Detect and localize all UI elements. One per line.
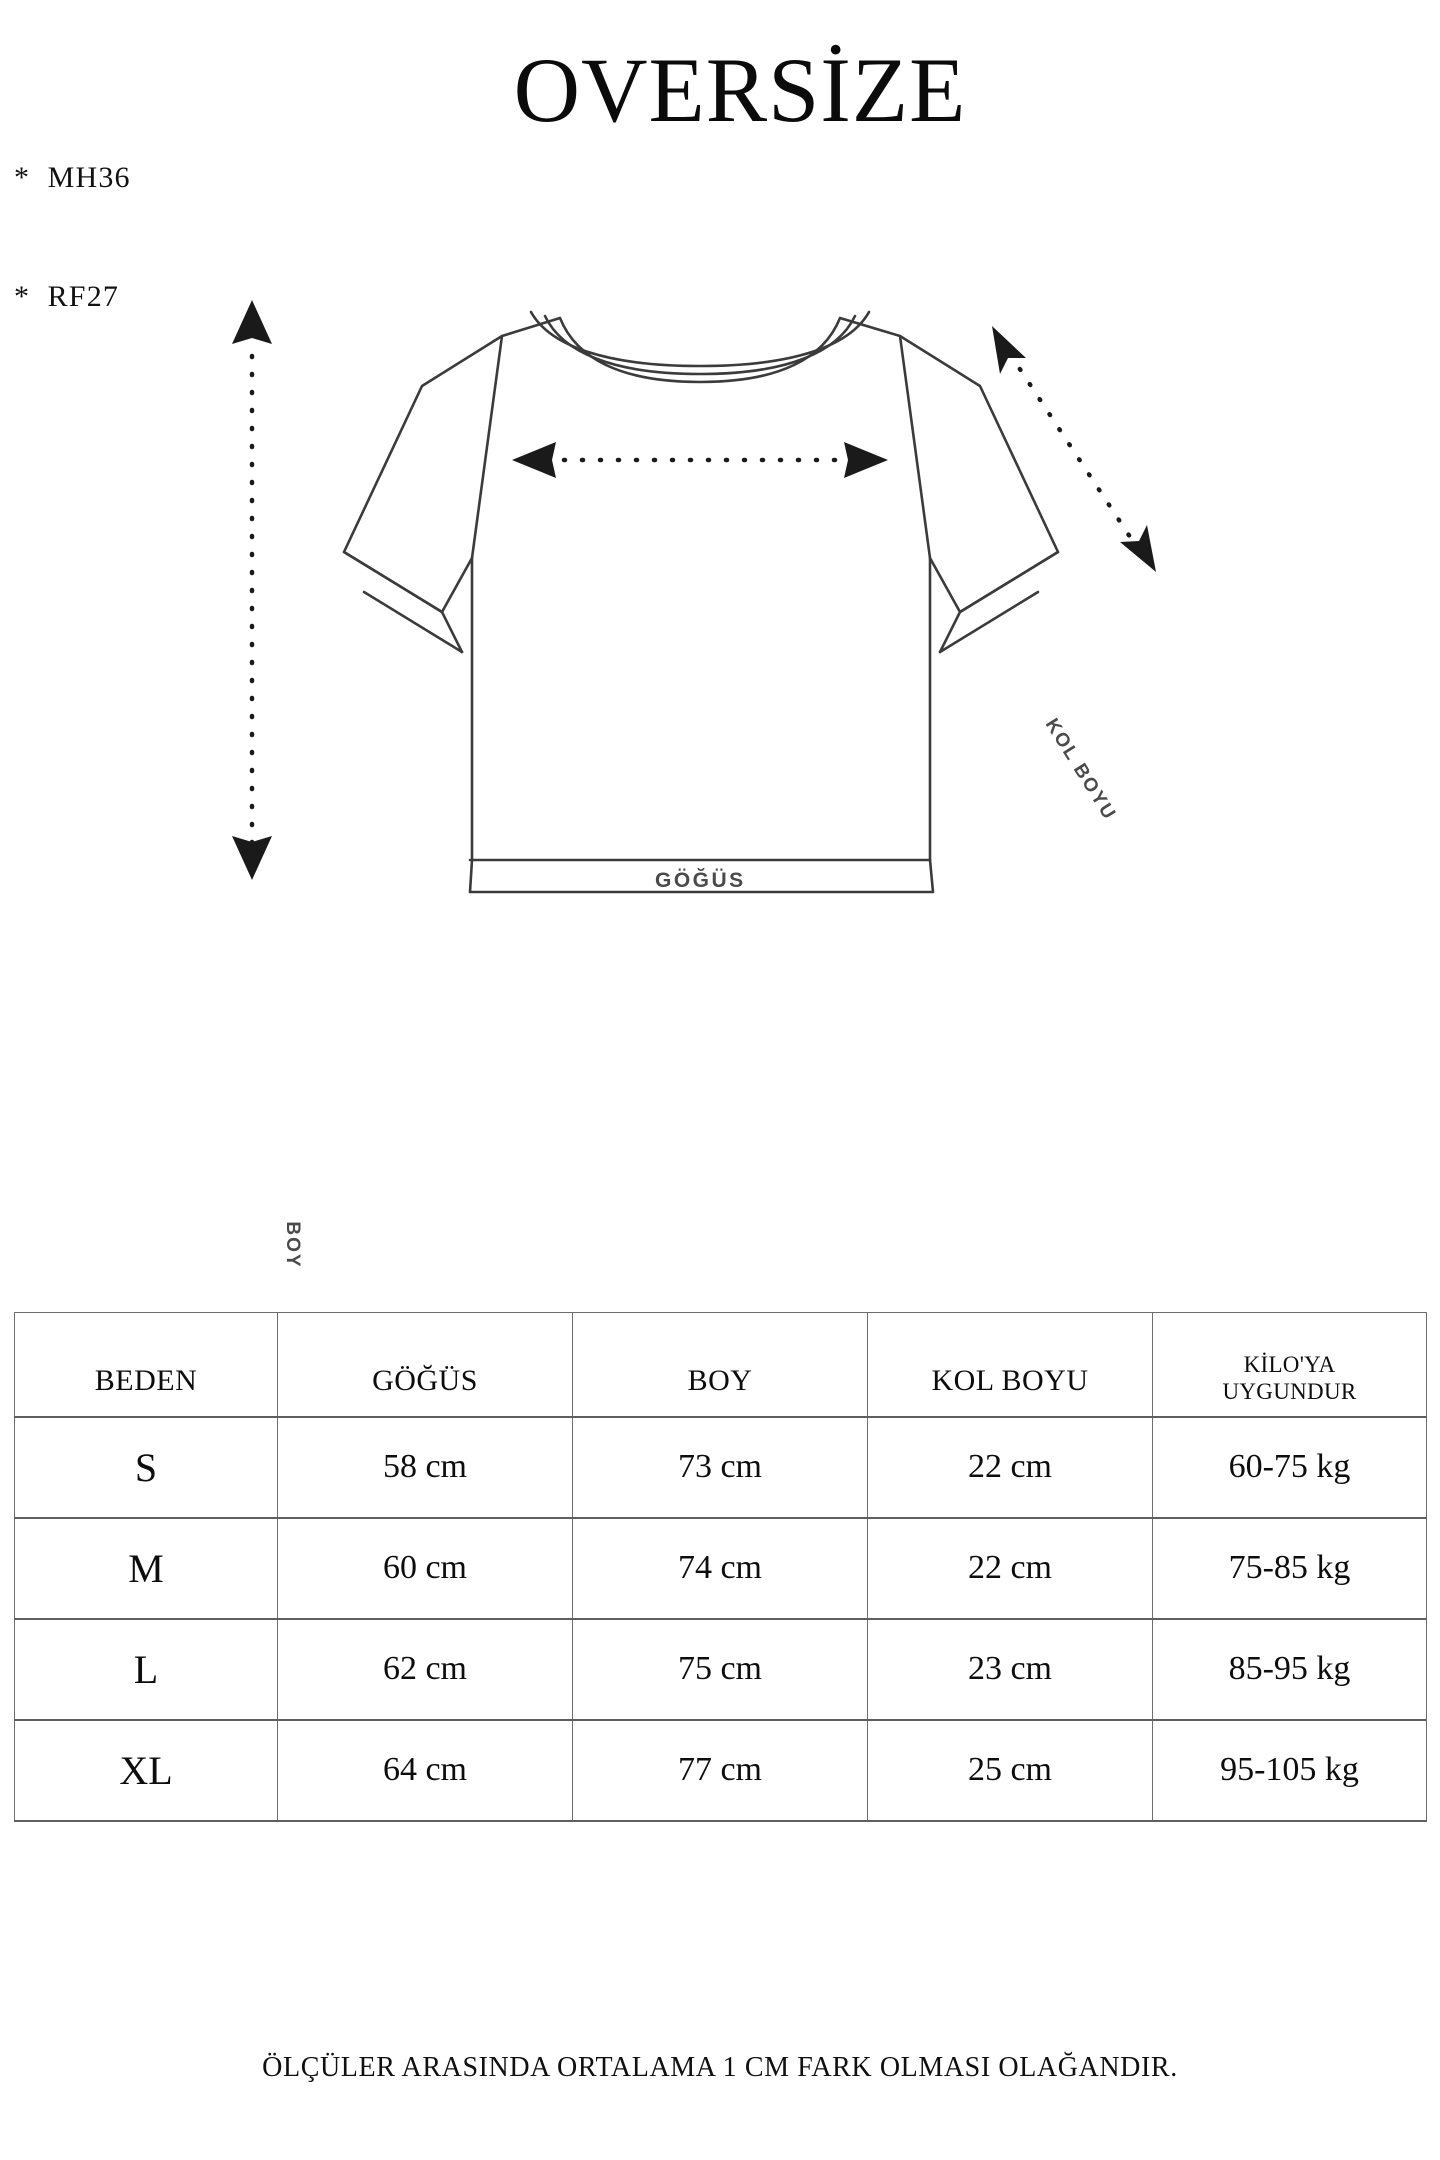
column-header-kilo-line1: KİLO'YA xyxy=(1243,1352,1336,1378)
column-header-gogus: GÖĞÜS xyxy=(277,1312,573,1418)
chest-measure-arrow xyxy=(512,442,888,478)
chest-measure-label: GÖĞÜS xyxy=(655,869,746,892)
cell-gogus: 60 cm xyxy=(277,1517,573,1620)
cell-boy: 75 cm xyxy=(572,1618,868,1721)
sleeve-measure-arrow xyxy=(992,326,1156,572)
cell-kol-boyu: 22 cm xyxy=(867,1416,1153,1519)
column-header-beden: BEDEN xyxy=(14,1312,278,1418)
tshirt-illustration xyxy=(232,300,1156,894)
cell-beden: XL xyxy=(14,1719,278,1822)
cell-kilo: 75-85 kg xyxy=(1152,1517,1427,1620)
table-row: S 58 cm 73 cm 22 cm 60-75 kg xyxy=(14,1416,1427,1519)
table-row: M 60 cm 74 cm 22 cm 75-85 kg xyxy=(14,1517,1427,1620)
left-sleeve-hem xyxy=(362,590,464,654)
left-sleeve-hem-line xyxy=(342,550,444,614)
size-table-body: S 58 cm 73 cm 22 cm 60-75 kg M 60 cm 74 … xyxy=(14,1416,1427,1822)
cell-gogus: 62 cm xyxy=(277,1618,573,1721)
cell-gogus: 64 cm xyxy=(277,1719,573,1822)
length-arrow-head-top xyxy=(232,300,272,344)
cell-beden: S xyxy=(14,1416,278,1519)
column-header-kilo-line2: UYGUNDUR xyxy=(1222,1378,1357,1404)
cell-boy: 74 cm xyxy=(572,1517,868,1620)
sleeve-arrow-dotted-line xyxy=(1007,351,1139,549)
cell-beden: M xyxy=(14,1517,278,1620)
cell-kilo: 85-95 kg xyxy=(1152,1618,1427,1721)
right-sleeve-hem-line xyxy=(958,550,1060,614)
cell-kilo: 95-105 kg xyxy=(1152,1719,1427,1822)
measurement-tolerance-note: ÖLÇÜLER ARASINDA ORTALAMA 1 CM FARK OLMA… xyxy=(262,2052,1178,2083)
cell-kol-boyu: 25 cm xyxy=(867,1719,1153,1822)
tshirt-diagram: GÖĞÜS KOL BOYU BOY xyxy=(0,300,1440,1269)
left-sleeve-hem-cap xyxy=(440,610,464,654)
page-title: OVERSİZE xyxy=(513,39,967,141)
size-table-header: BEDEN GÖĞÜS BOY KOL BOYU KİLO'YA UYGUNDU… xyxy=(14,1312,1427,1418)
table-row: XL 64 cm 77 cm 25 cm 95-105 kg xyxy=(14,1719,1427,1822)
right-sleeve-hem xyxy=(938,590,1040,654)
size-table: BEDEN GÖĞÜS BOY KOL BOYU KİLO'YA UYGUNDU… xyxy=(14,1312,1427,1822)
length-measure-label: BOY xyxy=(282,1221,303,1269)
cell-boy: 77 cm xyxy=(572,1719,868,1822)
product-code-2: * RF27 xyxy=(14,280,120,314)
chest-arrow-head-left xyxy=(512,442,556,478)
sleeve-arrow-head-bottom xyxy=(1120,525,1156,572)
cell-kilo: 60-75 kg xyxy=(1152,1416,1427,1519)
right-sleeve-hem-cap xyxy=(938,610,962,654)
column-header-kol-boyu: KOL BOYU xyxy=(867,1312,1153,1418)
length-arrow-head-bottom xyxy=(232,836,272,880)
cell-kol-boyu: 22 cm xyxy=(867,1517,1153,1620)
sleeve-arrow-head-top xyxy=(992,326,1026,374)
table-header-row: BEDEN GÖĞÜS BOY KOL BOYU KİLO'YA UYGUNDU… xyxy=(14,1312,1427,1418)
product-codes: * MH36 * RF27 xyxy=(14,78,131,357)
cell-kol-boyu: 23 cm xyxy=(867,1618,1153,1721)
column-header-boy: BOY xyxy=(572,1312,868,1418)
product-code-1: * MH36 xyxy=(14,160,131,194)
length-measure-arrow xyxy=(232,300,272,880)
cell-beden: L xyxy=(14,1618,278,1721)
tshirt-body-outline xyxy=(342,316,1060,894)
chest-arrow-head-right xyxy=(844,442,888,478)
column-header-kilo: KİLO'YA UYGUNDUR xyxy=(1152,1312,1427,1418)
right-shoulder-seam xyxy=(898,334,932,560)
left-shoulder-seam xyxy=(470,334,504,560)
table-row: L 62 cm 75 cm 23 cm 85-95 kg xyxy=(14,1618,1427,1721)
collar-arc-2 xyxy=(529,310,871,368)
cell-boy: 73 cm xyxy=(572,1416,868,1519)
cell-gogus: 58 cm xyxy=(277,1416,573,1519)
